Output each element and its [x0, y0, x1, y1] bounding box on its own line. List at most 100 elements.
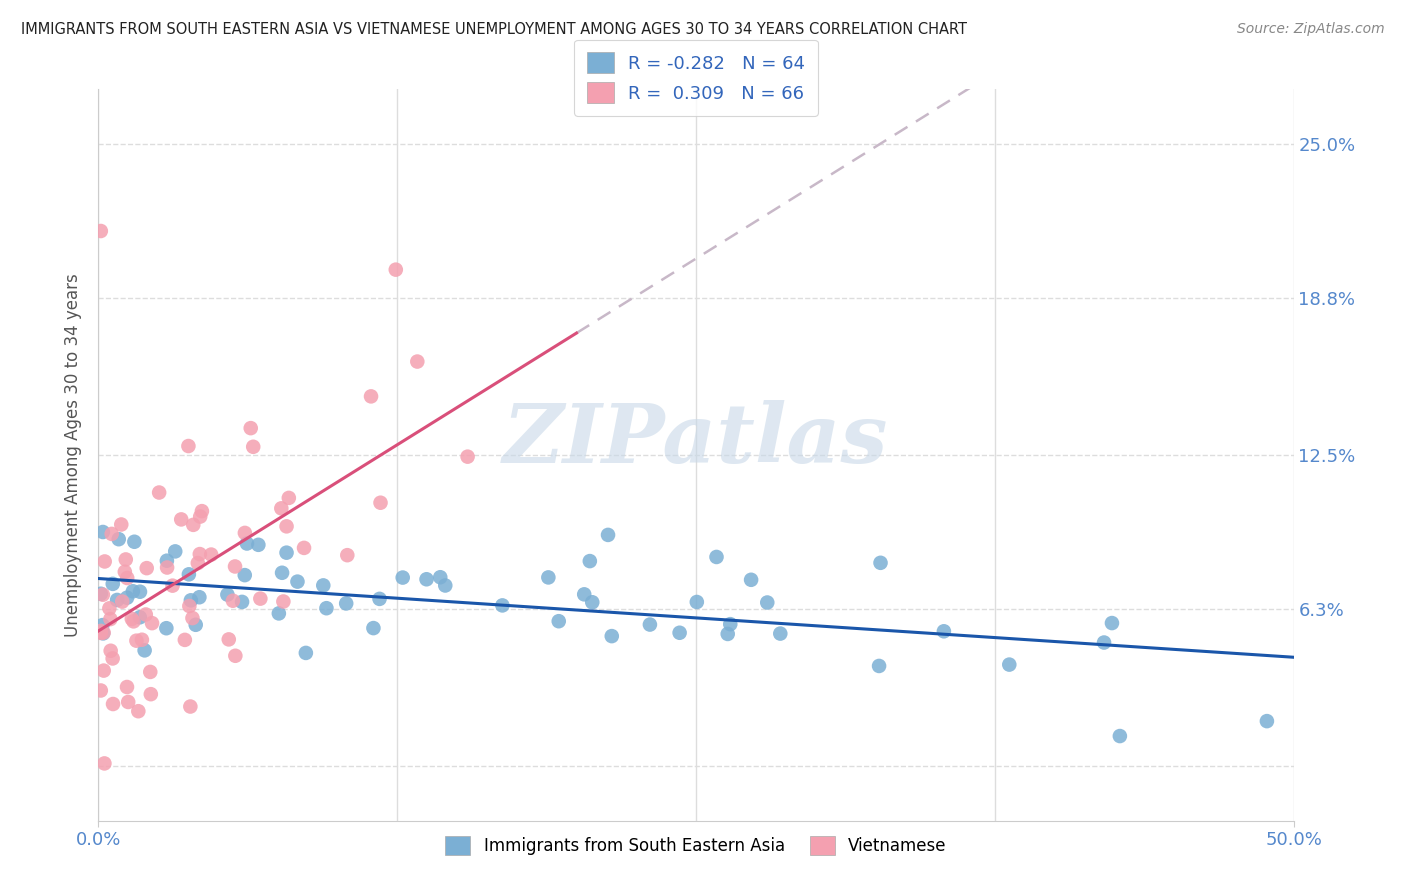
Point — [90, 683, 112, 698]
Point — [231, 595, 253, 609]
Point — [668, 625, 690, 640]
Point — [277, 491, 299, 505]
Point — [156, 560, 179, 574]
Point — [90, 626, 112, 640]
Point — [131, 632, 153, 647]
Point — [273, 594, 295, 608]
Point — [93, 554, 115, 568]
Point — [135, 607, 157, 622]
Text: Source: ZipAtlas.com: Source: ZipAtlas.com — [1237, 22, 1385, 37]
Point — [869, 556, 891, 570]
Point — [114, 552, 136, 566]
Point — [117, 695, 139, 709]
Point — [188, 547, 211, 561]
Point — [101, 577, 124, 591]
Point — [1092, 635, 1115, 649]
Point — [429, 570, 451, 584]
Point — [249, 591, 271, 606]
Point — [292, 541, 315, 555]
Point — [181, 517, 204, 532]
Point — [122, 584, 145, 599]
Point — [368, 591, 391, 606]
Point — [868, 659, 890, 673]
Point — [415, 572, 437, 586]
Point — [125, 633, 148, 648]
Text: IMMIGRANTS FROM SOUTH EASTERN ASIA VS VIETNAMESE UNEMPLOYMENT AMONG AGES 30 TO 3: IMMIGRANTS FROM SOUTH EASTERN ASIA VS VI… — [21, 22, 967, 37]
Point — [287, 574, 309, 589]
Point — [706, 549, 728, 564]
Point — [267, 607, 290, 621]
Point — [998, 657, 1021, 672]
Point — [491, 599, 513, 613]
Point — [336, 548, 359, 562]
Point — [184, 617, 207, 632]
Point — [170, 512, 193, 526]
Point — [200, 548, 222, 562]
Point — [363, 621, 385, 635]
Point — [271, 566, 294, 580]
Point — [91, 618, 114, 632]
Point — [90, 624, 112, 638]
Point — [222, 593, 245, 607]
Point — [139, 687, 162, 701]
Point — [191, 504, 214, 518]
Point — [600, 629, 623, 643]
Point — [932, 624, 955, 639]
Point — [121, 612, 143, 626]
Point — [100, 527, 122, 541]
Point — [162, 579, 184, 593]
Point — [110, 517, 132, 532]
Point — [370, 496, 392, 510]
Point — [91, 524, 114, 539]
Point — [181, 611, 204, 625]
Point — [93, 625, 115, 640]
Point — [239, 421, 262, 435]
Point — [717, 627, 740, 641]
Point — [91, 588, 114, 602]
Point — [233, 568, 256, 582]
Point — [141, 616, 163, 631]
Point — [312, 578, 335, 592]
Point — [148, 485, 170, 500]
Point — [180, 593, 202, 607]
Legend: Immigrants from South Eastern Asia, Vietnamese: Immigrants from South Eastern Asia, Viet… — [437, 828, 955, 863]
Point — [155, 621, 177, 635]
Y-axis label: Unemployment Among Ages 30 to 34 years: Unemployment Among Ages 30 to 34 years — [65, 273, 83, 637]
Point — [217, 588, 239, 602]
Point — [385, 262, 408, 277]
Point — [391, 570, 413, 584]
Point — [91, 626, 114, 640]
Point — [1101, 615, 1123, 630]
Point — [295, 646, 318, 660]
Point — [188, 509, 211, 524]
Point — [537, 570, 560, 584]
Point — [406, 354, 429, 368]
Point — [1256, 714, 1278, 728]
Point — [105, 593, 128, 607]
Point — [547, 614, 569, 628]
Point — [740, 573, 762, 587]
Point — [135, 561, 157, 575]
Point — [434, 578, 457, 592]
Point — [115, 591, 138, 605]
Point — [638, 617, 661, 632]
Point — [218, 632, 240, 647]
Point — [101, 697, 124, 711]
Point — [115, 571, 138, 585]
Point — [236, 536, 259, 550]
Point — [100, 612, 122, 626]
Point — [233, 525, 256, 540]
Point — [177, 439, 200, 453]
Point — [122, 615, 145, 629]
Point — [128, 610, 150, 624]
Point — [93, 664, 115, 678]
Point — [242, 440, 264, 454]
Point — [165, 544, 187, 558]
Point — [127, 704, 149, 718]
Point — [335, 596, 357, 610]
Point — [107, 532, 129, 546]
Point — [134, 643, 156, 657]
Point — [173, 632, 195, 647]
Point — [574, 587, 596, 601]
Point — [224, 559, 246, 574]
